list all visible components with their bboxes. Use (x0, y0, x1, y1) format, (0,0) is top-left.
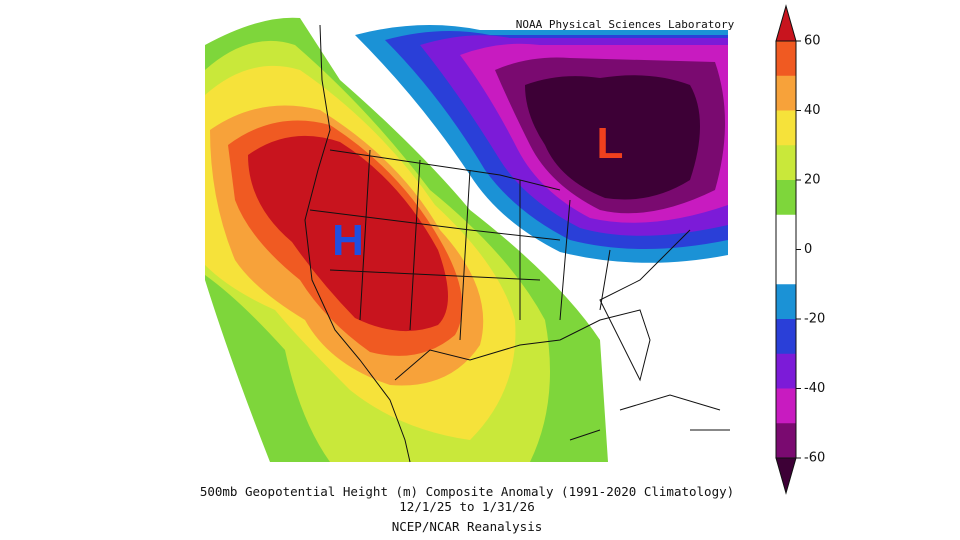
colorbar-segment (776, 145, 796, 181)
credit: NOAA Physical Sciences Laboratory (516, 18, 735, 31)
colorbar-tick-label: 20 (804, 173, 821, 188)
colorbar-tick-label: 0 (804, 242, 812, 257)
high-label: H (332, 216, 364, 265)
colorbar-segment (776, 41, 796, 77)
colorbar-tick-label: -60 (804, 451, 825, 466)
low-label: L (597, 119, 624, 168)
colorbar-tick-label: 60 (804, 34, 821, 49)
colorbar-segment (776, 423, 796, 459)
colorbar-segment (776, 249, 796, 285)
anomaly-map (205, 17, 730, 463)
colorbar-tick-label: -20 (804, 312, 825, 327)
colorbar-segment (776, 214, 796, 250)
coastline (394, 229, 691, 382)
colorbar-tick-label: 40 (804, 103, 821, 118)
colorbar-tick-label: -40 (804, 381, 825, 396)
colorbar-segment (776, 353, 796, 389)
caption-source: NCEP/NCAR Reanalysis (392, 519, 543, 534)
colorbar-segment (776, 319, 796, 355)
caption-title: 500mb Geopotential Height (m) Composite … (200, 484, 734, 499)
colorbar-segment (776, 110, 796, 146)
colorbar-segment (776, 180, 796, 216)
contour-red (248, 135, 448, 332)
caption-dates: 12/1/25 to 1/31/26 (399, 499, 534, 514)
colorbar-top (775, 4, 797, 42)
coastline (304, 24, 411, 463)
colorbar: 60 40 20 0 -20 -40 -60 (775, 4, 825, 495)
colorbar-segment (776, 388, 796, 424)
colorbar-segment (776, 75, 796, 111)
colorbar-segment (776, 284, 796, 320)
state-borders (309, 149, 611, 341)
caribbean (569, 394, 730, 441)
colorbar-bottom (775, 457, 797, 495)
contour-dark-purple (525, 75, 700, 200)
